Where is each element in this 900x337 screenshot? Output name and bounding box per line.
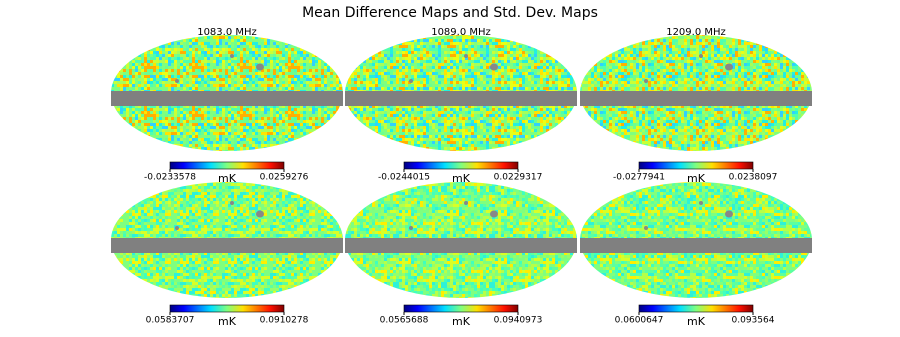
masked-band: [345, 238, 577, 253]
colorbar-unit: mK: [452, 315, 471, 328]
colorbar-max: 0.0910278: [260, 316, 309, 326]
colorbar: [403, 161, 519, 170]
masked-band: [111, 238, 343, 253]
panel-title: 1209.0 MHz: [666, 27, 726, 38]
masked-band: [580, 91, 812, 106]
colorbar-unit: mK: [218, 172, 237, 185]
panel-title: 1083.0 MHz: [197, 27, 257, 38]
masked-band: [345, 91, 577, 106]
colorbar-max: 0.093564: [732, 316, 775, 326]
colorbar-max: 0.0238097: [729, 173, 778, 183]
colorbar-min: -0.0233578: [144, 173, 196, 183]
colorbar-min: -0.0277941: [613, 173, 665, 183]
colorbar: [638, 161, 754, 170]
colorbar: [638, 304, 754, 313]
colorbar-min: 0.0565688: [380, 316, 429, 326]
masked-band: [111, 91, 343, 106]
colorbar-unit: mK: [452, 172, 471, 185]
colorbar-min: 0.0583707: [146, 316, 195, 326]
colorbar-unit: mK: [218, 315, 237, 328]
colorbar: [403, 304, 519, 313]
colorbar-min: -0.0244015: [378, 173, 430, 183]
colorbar: [169, 161, 285, 170]
panel-title: 1089.0 MHz: [431, 27, 491, 38]
colorbar-min: 0.0600647: [615, 316, 664, 326]
colorbar-max: 0.0259276: [260, 173, 309, 183]
colorbar-max: 0.0940973: [494, 316, 543, 326]
colorbar: [169, 304, 285, 313]
colorbar-max: 0.0229317: [494, 173, 543, 183]
colorbar-unit: mK: [687, 172, 706, 185]
figure-title: Mean Difference Maps and Std. Dev. Maps: [302, 5, 598, 21]
colorbar-unit: mK: [687, 315, 706, 328]
masked-band: [580, 238, 812, 253]
